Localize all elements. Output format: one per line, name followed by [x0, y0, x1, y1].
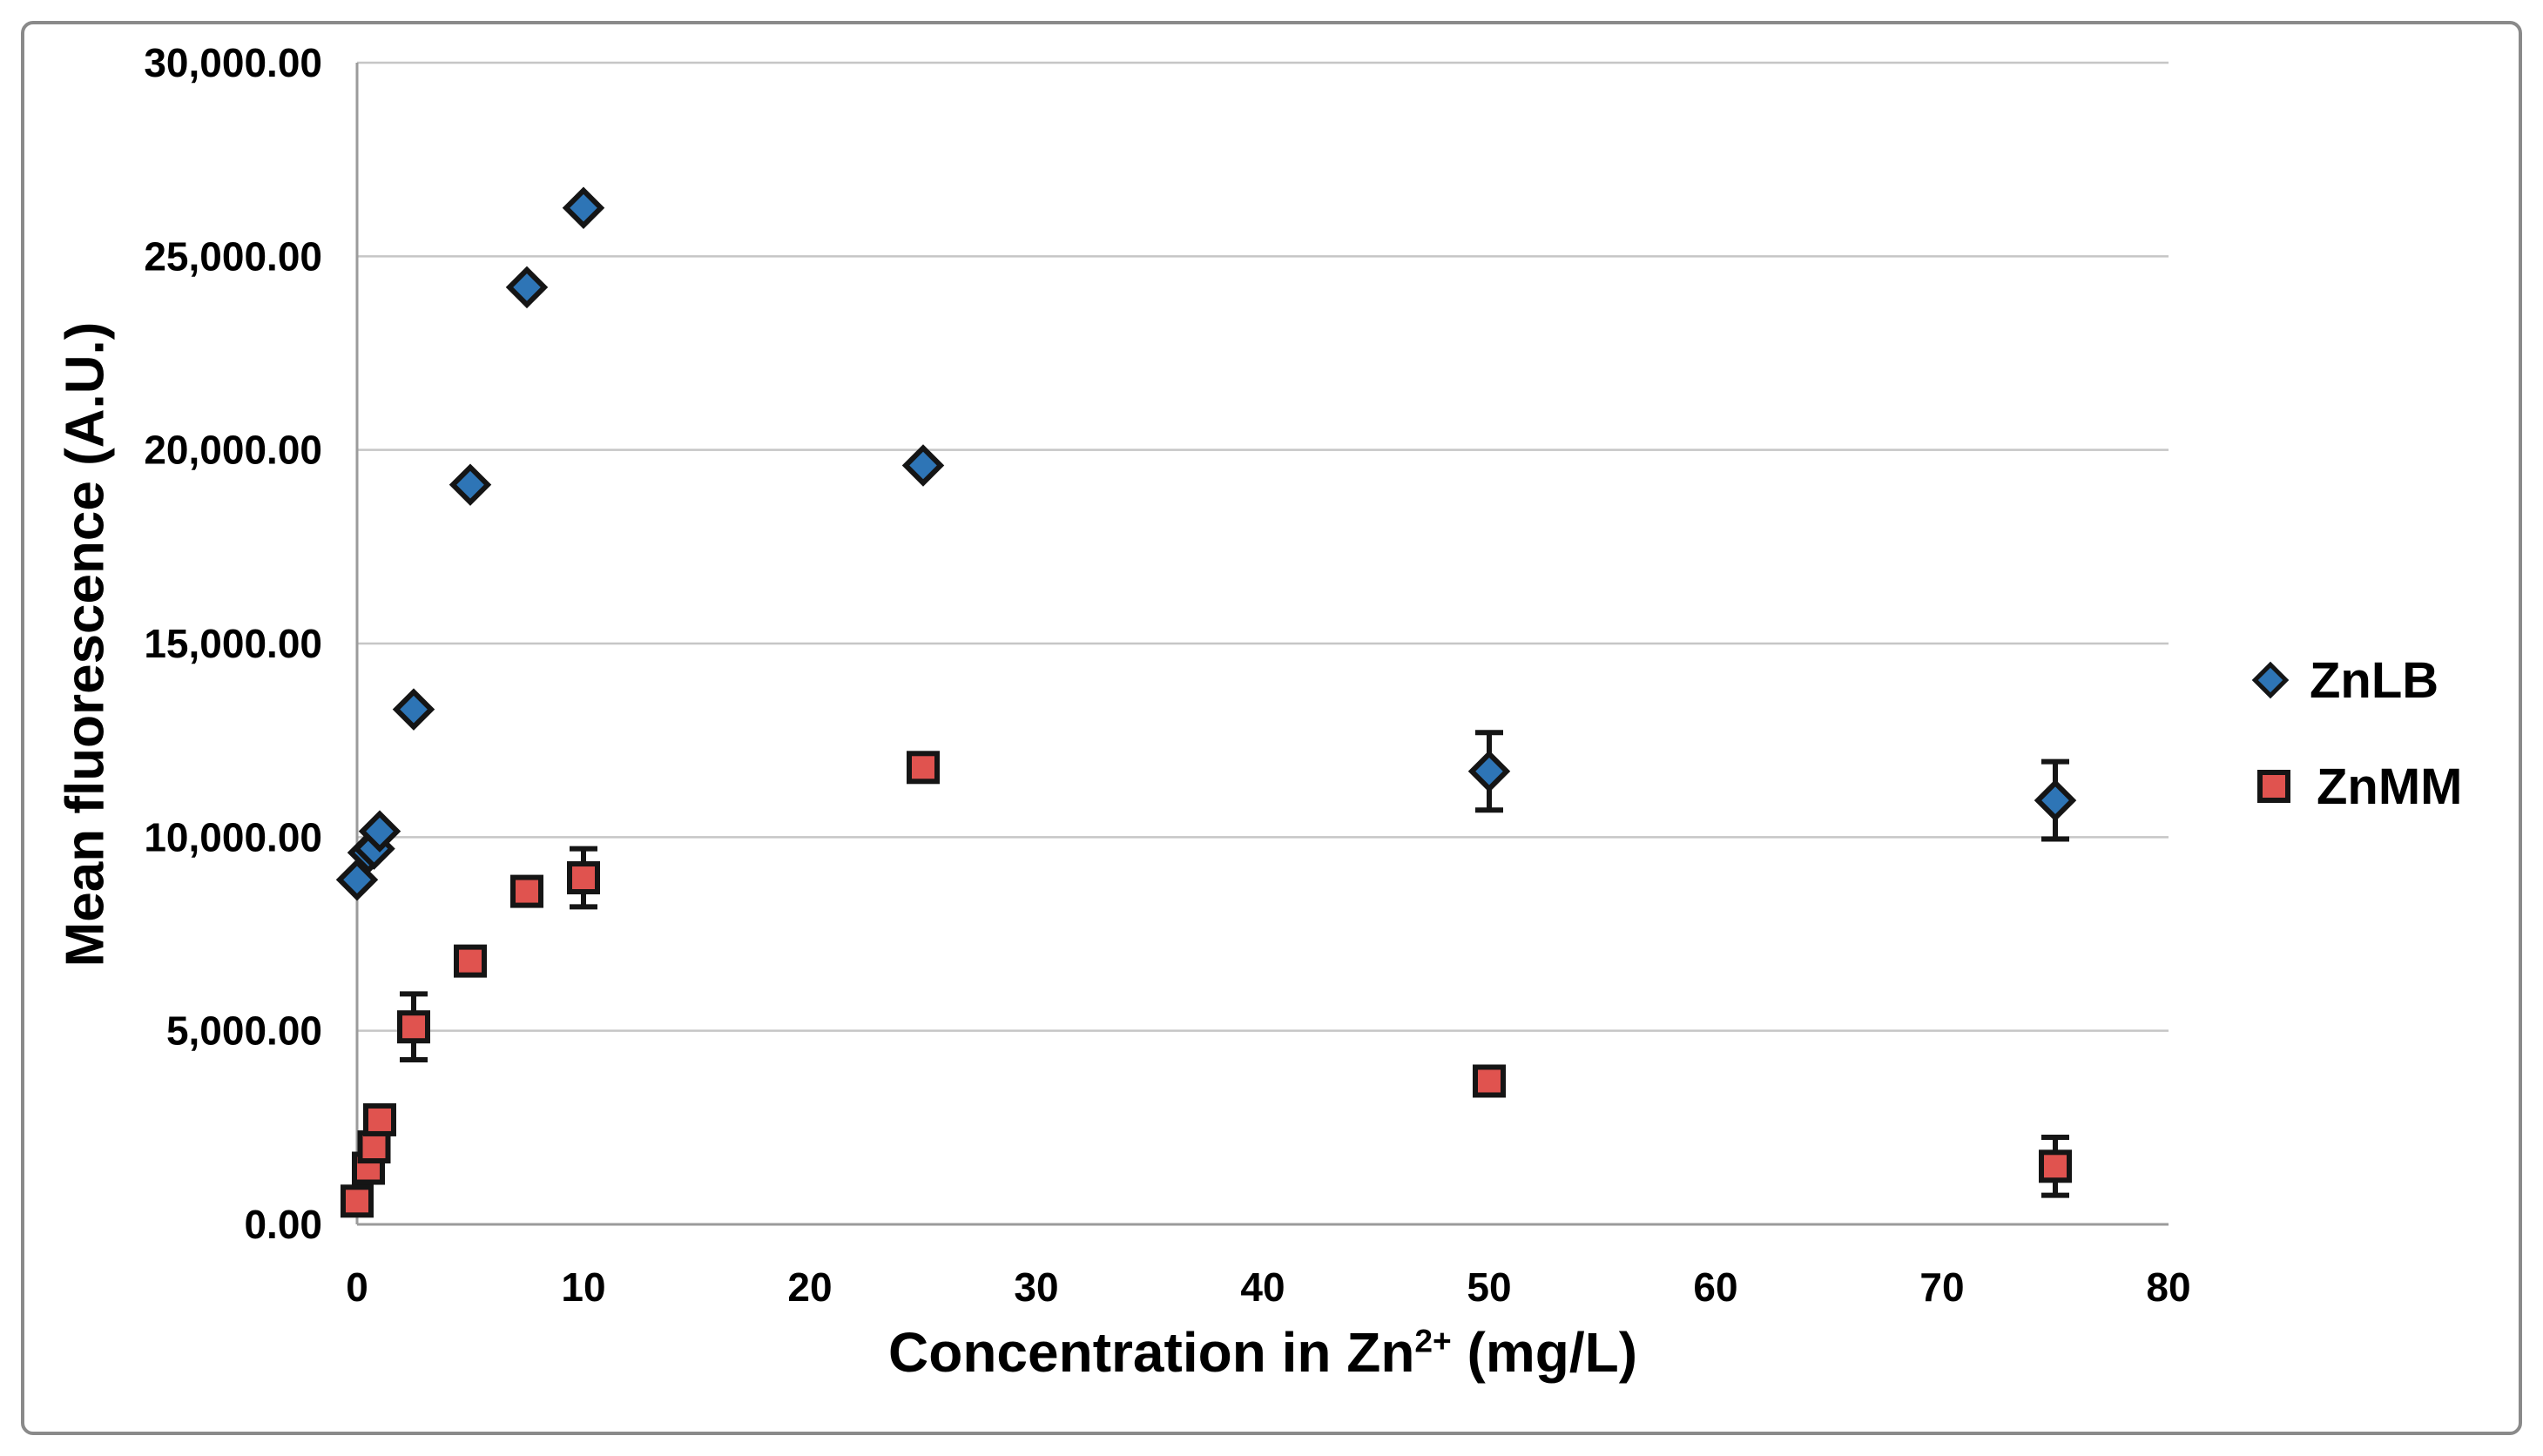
data-point-znlb	[358, 810, 401, 853]
legend-item-znmm: ZnMM	[2257, 758, 2463, 815]
y-tick-label: 10,000.00	[144, 814, 322, 859]
data-point-znmm	[567, 861, 600, 895]
x-tick-label: 20	[787, 1264, 832, 1310]
x-tick-label: 0	[346, 1264, 368, 1310]
data-point-znlb	[562, 186, 605, 229]
legend-label-znlb: ZnLB	[2310, 651, 2439, 709]
x-axis-title-superscript: 2+	[1414, 1322, 1452, 1359]
diamond-icon	[2251, 661, 2290, 699]
y-tick-label: 0.00	[244, 1202, 322, 1247]
data-point-znlb	[449, 463, 492, 506]
data-point-znlb	[901, 444, 945, 487]
y-tick-label: 25,000.00	[144, 233, 322, 279]
y-tick-label: 15,000.00	[144, 621, 322, 666]
x-tick-label: 60	[1693, 1264, 1737, 1310]
data-point-znmm	[907, 751, 940, 785]
square-icon	[2257, 770, 2290, 803]
data-point-znmm	[363, 1102, 396, 1136]
x-tick-label: 40	[1240, 1264, 1285, 1310]
x-axis-title-units: (mg/L)	[1451, 1321, 1638, 1384]
data-point-znlb	[2034, 779, 2077, 822]
data-point-znmm	[454, 944, 487, 978]
y-axis-title: Mean fluorescence (A.U.)	[55, 321, 116, 967]
data-point-znmm	[341, 1184, 374, 1218]
y-tick-label: 5,000.00	[166, 1008, 322, 1054]
x-tick-label: 80	[2146, 1264, 2190, 1310]
x-axis-title: Concentration in Zn2+ (mg/L)	[357, 1320, 2169, 1385]
data-point-znmm	[397, 1010, 430, 1044]
data-point-znmm	[2039, 1149, 2072, 1183]
y-tick-label: 20,000.00	[144, 428, 322, 473]
data-point-znmm	[1473, 1064, 1506, 1098]
data-point-znlb	[505, 266, 549, 309]
data-point-znlb	[1467, 750, 1511, 792]
legend-item-znlb: ZnLB	[2251, 651, 2463, 709]
x-tick-label: 50	[1467, 1264, 1511, 1310]
data-point-znmm	[510, 874, 543, 908]
legend: ZnLB ZnMM	[2251, 651, 2463, 865]
x-tick-label: 70	[1919, 1264, 1964, 1310]
y-tick-label: 30,000.00	[144, 40, 322, 85]
x-tick-label: 10	[561, 1264, 605, 1310]
x-axis-title-text: Concentration in Zn	[888, 1321, 1415, 1384]
x-tick-label: 30	[1014, 1264, 1058, 1310]
data-point-znlb	[392, 688, 435, 731]
data-point-znmm	[357, 1130, 391, 1164]
legend-label-znmm: ZnMM	[2317, 758, 2463, 815]
